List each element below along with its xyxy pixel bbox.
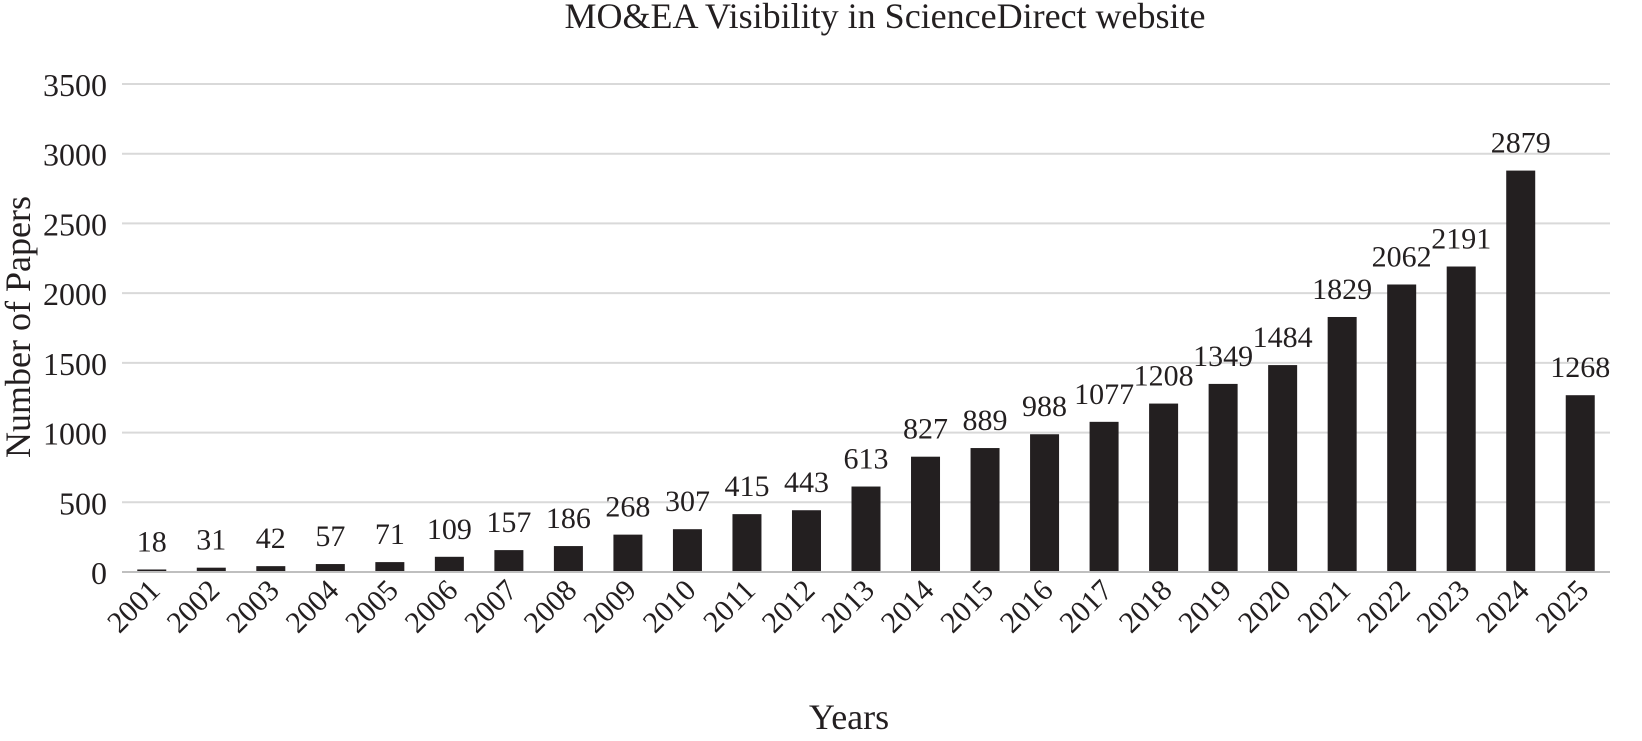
data-label: 827: [903, 413, 948, 446]
data-label: 889: [963, 404, 1008, 437]
data-label: 1349: [1193, 340, 1253, 373]
x-tick-label: 2010: [637, 574, 703, 640]
data-label: 1208: [1134, 360, 1194, 393]
bar: [375, 562, 405, 572]
bar: [970, 448, 1000, 572]
data-label: 18: [137, 525, 167, 558]
x-tick-label: 2007: [458, 574, 524, 640]
data-label: 443: [784, 466, 829, 499]
y-tick-label: 1500: [43, 346, 107, 382]
x-tick-labels: 2001200220032004200520062007200820092010…: [101, 574, 1595, 640]
x-tick-label: 2022: [1351, 574, 1417, 640]
x-tick-label: 2012: [756, 574, 822, 640]
x-tick-label: 2011: [697, 574, 762, 639]
bar: [613, 534, 643, 572]
y-tick-labels: 0 500 1000 1500 2000 2500 3000 3500: [43, 67, 107, 591]
data-label: 31: [196, 524, 226, 557]
bar: [1327, 316, 1357, 572]
bar: [1089, 421, 1119, 572]
y-tick-label: 1000: [43, 416, 107, 452]
x-tick-label: 2016: [994, 574, 1060, 640]
bar: [315, 564, 345, 572]
x-tick-label: 2024: [1470, 574, 1536, 640]
bar: [137, 569, 167, 572]
grid-lines: [122, 83, 1610, 504]
x-tick-label: 2001: [101, 574, 167, 640]
x-tick-label: 2009: [577, 574, 643, 640]
x-axis-label: Years: [809, 697, 889, 737]
bar: [1149, 403, 1179, 572]
data-label: 415: [724, 470, 769, 503]
x-tick-label: 2021: [1291, 574, 1357, 640]
data-label: 307: [665, 485, 710, 518]
data-label: 2062: [1372, 240, 1432, 273]
x-tick-label: 2017: [1053, 574, 1119, 640]
bars: [137, 170, 1595, 572]
data-label: 57: [315, 520, 345, 553]
data-label: 1077: [1074, 378, 1134, 411]
x-tick-label: 2004: [280, 574, 346, 640]
data-label: 1829: [1312, 273, 1372, 306]
data-label: 186: [546, 502, 591, 535]
data-label: 1268: [1550, 351, 1610, 384]
data-label: 2191: [1431, 223, 1491, 256]
data-label: 988: [1022, 390, 1067, 423]
x-tick-label: 2003: [220, 574, 286, 640]
x-tick-label: 2023: [1410, 574, 1476, 640]
data-label: 1484: [1253, 321, 1313, 354]
data-label: 613: [844, 443, 889, 476]
x-tick-label: 2014: [875, 574, 941, 640]
bar: [494, 550, 524, 572]
y-tick-label: 2000: [43, 276, 107, 312]
bar: [1387, 284, 1417, 572]
data-labels: 18 31 42 57 71 109 157 186 268 307 415 443 613 827 889…: [137, 127, 1610, 559]
data-label: 42: [256, 522, 286, 555]
bar: [732, 514, 762, 572]
x-tick-label: 2002: [160, 574, 226, 640]
y-axis-label: Number of Papers: [0, 196, 38, 458]
x-tick-label: 2015: [934, 574, 1000, 640]
data-label: 2879: [1491, 127, 1551, 160]
y-tick-label: 2500: [43, 206, 107, 242]
bar: [1030, 434, 1060, 572]
x-tick-label: 2020: [1232, 574, 1298, 640]
bar: [1506, 170, 1536, 572]
data-label: 71: [375, 518, 405, 551]
bar: [672, 529, 702, 572]
data-label: 157: [486, 506, 531, 539]
x-tick-label: 2013: [815, 574, 881, 640]
bar: [1565, 395, 1595, 572]
y-tick-label: 0: [91, 555, 107, 591]
x-tick-label: 2019: [1172, 574, 1238, 640]
bar: [1268, 365, 1298, 572]
bar: [434, 556, 464, 572]
data-label: 109: [427, 513, 472, 546]
chart-title: MO&EA Visibility in ScienceDirect websit…: [564, 0, 1205, 36]
bar: [196, 567, 226, 572]
bar: [911, 456, 941, 572]
x-tick-label: 2025: [1529, 574, 1595, 640]
data-label: 268: [605, 491, 650, 524]
x-tick-label: 2018: [1113, 574, 1179, 640]
bar: [791, 510, 821, 572]
y-tick-label: 500: [59, 485, 107, 521]
y-tick-label: 3500: [43, 67, 107, 103]
bar: [553, 546, 583, 572]
x-tick-label: 2008: [518, 574, 584, 640]
x-tick-label: 2006: [399, 574, 465, 640]
bar: [1208, 383, 1238, 572]
x-tick-label: 2005: [339, 574, 405, 640]
bar: [1446, 266, 1476, 572]
y-tick-label: 3000: [43, 137, 107, 173]
bar: [256, 566, 286, 572]
bar: [851, 486, 881, 572]
